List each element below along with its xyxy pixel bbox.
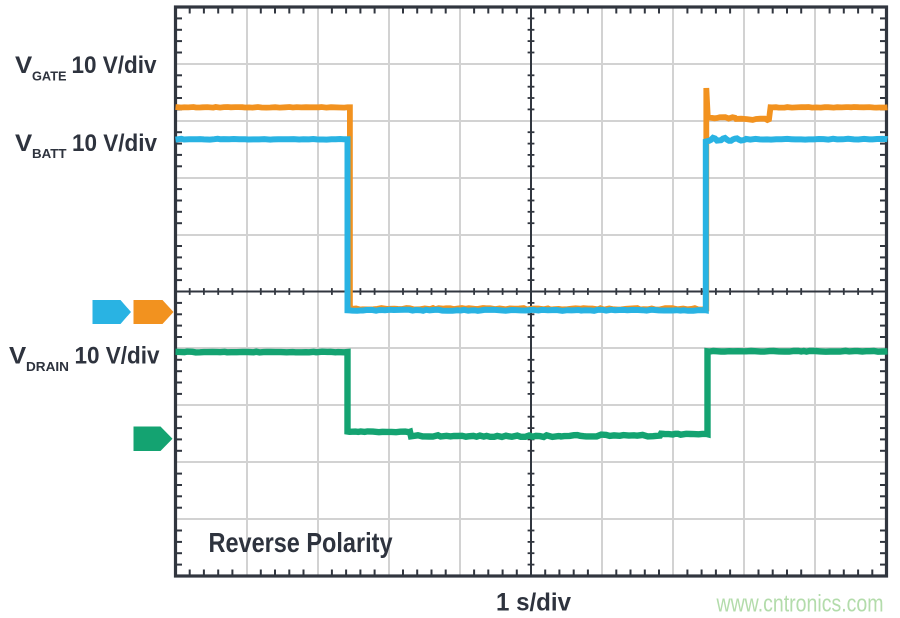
svg-text:1 s/div: 1 s/div xyxy=(496,589,571,617)
svg-text:10 V/div: 10 V/div xyxy=(72,52,158,79)
svg-text:DRAIN: DRAIN xyxy=(26,359,69,374)
svg-text:10 V/div: 10 V/div xyxy=(75,343,161,370)
svg-text:10 V/div: 10 V/div xyxy=(72,130,158,157)
svg-text:V: V xyxy=(15,52,32,79)
svg-text:Reverse Polarity: Reverse Polarity xyxy=(209,527,393,558)
svg-text:www.cntronics.com: www.cntronics.com xyxy=(716,591,884,618)
svg-text:GATE: GATE xyxy=(32,68,67,83)
svg-text:V: V xyxy=(9,343,26,370)
svg-text:BATT: BATT xyxy=(32,146,67,161)
svg-text:V: V xyxy=(15,130,32,157)
